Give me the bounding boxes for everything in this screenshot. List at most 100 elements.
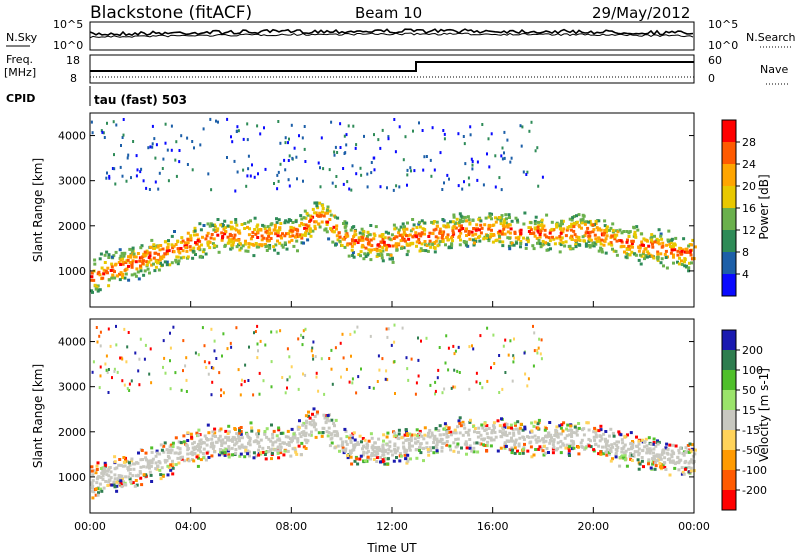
power-cell — [460, 224, 463, 228]
power-cell — [306, 225, 310, 229]
power-cell — [139, 170, 142, 174]
velocity-cell — [404, 438, 408, 442]
velocity-cell — [471, 344, 473, 348]
velocity-cell — [197, 433, 201, 437]
power-cell — [287, 178, 290, 182]
power-cell — [409, 241, 413, 245]
velocity-cell — [234, 448, 238, 451]
velocity-cell — [121, 464, 125, 468]
velocity-cell — [652, 441, 656, 444]
velocity-cell — [272, 429, 276, 433]
velocity-cell — [305, 419, 308, 423]
power-cell — [536, 241, 539, 245]
velocity-cell — [643, 445, 647, 449]
power-cell — [381, 233, 385, 236]
velocity-cell — [511, 448, 514, 452]
power-cell — [311, 207, 315, 211]
power-cell — [201, 250, 205, 254]
power-cell — [106, 171, 108, 175]
velocity-cell — [670, 453, 674, 457]
power-cell — [139, 266, 143, 270]
velocity-cell — [264, 343, 267, 347]
velocity-cell — [198, 447, 201, 451]
power-cell — [395, 184, 398, 188]
velocity-cell — [690, 458, 694, 462]
power-cell — [110, 265, 114, 269]
velocity-cell — [233, 428, 237, 431]
power-colorbar-tick-label: 16 — [742, 202, 756, 215]
velocity-cell — [447, 426, 451, 430]
power-cell — [433, 250, 437, 254]
velocity-cell — [97, 491, 100, 495]
power-cell — [672, 253, 675, 257]
power-cell — [412, 129, 414, 133]
velocity-cell — [540, 357, 543, 361]
power-cell — [90, 278, 94, 282]
velocity-cell — [619, 433, 623, 437]
power-cell — [193, 226, 197, 230]
power-cell — [132, 140, 135, 143]
velocity-cell — [375, 460, 379, 463]
power-cell — [201, 235, 204, 239]
velocity-cell — [501, 426, 505, 430]
velocity-cell — [134, 351, 137, 355]
velocity-cell — [100, 489, 104, 493]
power-cell — [260, 234, 264, 238]
velocity-cell — [107, 368, 110, 371]
power-cell — [92, 278, 96, 282]
velocity-cell — [409, 435, 413, 439]
power-cell — [354, 146, 357, 150]
power-cell — [178, 160, 181, 164]
power-cell — [468, 237, 472, 241]
velocity-cell — [286, 347, 289, 351]
power-cell — [572, 215, 576, 218]
velocity-cell — [604, 442, 608, 446]
power-cell — [174, 158, 177, 162]
velocity-cell — [205, 437, 208, 440]
power-cell — [530, 120, 533, 124]
power-cell — [683, 264, 687, 268]
velocity-cell — [353, 459, 357, 463]
velocity-cell — [501, 431, 504, 435]
velocity-cell — [121, 379, 124, 383]
velocity-cell — [148, 466, 151, 470]
velocity-cell — [367, 439, 371, 443]
velocity-cell — [286, 429, 290, 433]
velocity-cell — [294, 450, 298, 454]
power-cell — [110, 255, 114, 259]
velocity-cell — [449, 430, 453, 434]
velocity-cell — [130, 459, 134, 463]
power-cell — [265, 237, 269, 241]
velocity-cell — [409, 457, 412, 461]
velocity-cell — [305, 441, 309, 445]
velocity-cell — [492, 333, 495, 337]
velocity-cell — [436, 376, 439, 380]
power-cell — [145, 249, 149, 253]
velocity-cell — [345, 442, 349, 446]
power-cell — [433, 246, 437, 250]
power-cell — [672, 261, 675, 265]
power-cell — [519, 228, 523, 232]
power-cell — [277, 179, 280, 183]
power-cell — [189, 237, 193, 241]
velocity-cell — [405, 430, 408, 434]
power-cell — [359, 166, 362, 170]
power-ylabel: Slant Range [km] — [31, 158, 45, 262]
velocity-cell — [454, 385, 457, 389]
velocity-cell — [227, 445, 231, 449]
velocity-cell — [486, 440, 490, 444]
velocity-cell — [565, 443, 569, 447]
velocity-cell — [582, 427, 586, 431]
velocity-cell — [290, 427, 294, 431]
power-cell — [412, 223, 416, 227]
velocity-cell — [618, 464, 622, 468]
velocity-cell — [417, 436, 421, 440]
power-cell — [363, 252, 367, 256]
power-cell — [193, 229, 197, 233]
power-cell — [253, 228, 257, 231]
power-cell — [430, 174, 433, 178]
power-cell — [314, 220, 318, 224]
velocity-cell — [635, 435, 638, 439]
velocity-cell — [94, 487, 98, 491]
